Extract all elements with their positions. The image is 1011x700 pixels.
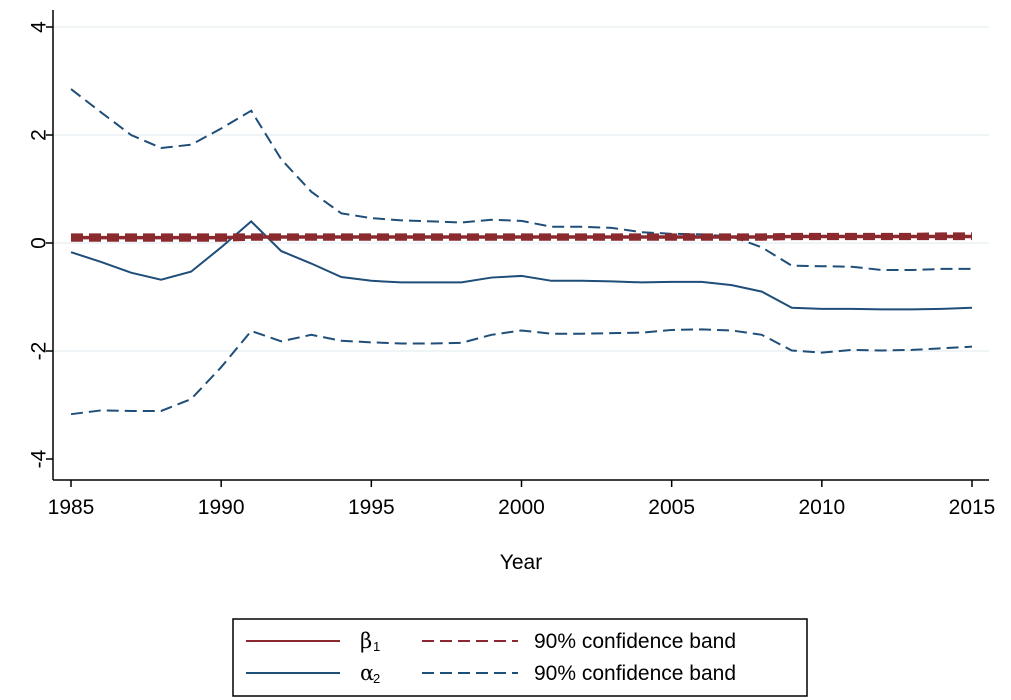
legend-box — [232, 618, 808, 697]
alpha-band-lower-line — [70, 328, 973, 416]
legend-label: α — [360, 661, 374, 685]
y-tick-label-0: -4 — [28, 449, 51, 468]
axes — [46, 10, 989, 487]
x-tick-label-0: 1985 — [48, 496, 95, 519]
gridlines — [53, 26, 989, 352]
x-tick-label-6: 2015 — [949, 496, 996, 519]
legend-label: 90% confidence band — [534, 630, 736, 653]
beta-band-lower-line — [71, 237, 972, 242]
y-tick-label-3: 2 — [28, 129, 51, 141]
series-layer — [70, 88, 973, 416]
legend-label-subscript: 2 — [373, 671, 380, 686]
legend-label: β — [360, 629, 372, 653]
x-tick-label-1: 1990 — [198, 496, 245, 519]
beta-band-upper-line — [71, 232, 972, 237]
y-tick-label-2: 0 — [28, 237, 51, 249]
legend-label: 90% confidence band — [534, 662, 736, 685]
x-tick-label-3: 2000 — [498, 496, 545, 519]
alpha-series-line — [70, 220, 973, 311]
legend-item-alpha-band: 90% confidence band — [422, 662, 736, 685]
x-axis-title: Year — [500, 551, 542, 574]
legend: β 1 90% confidence band α2 90% confidence ba… — [232, 618, 808, 697]
x-tick-label-4: 2005 — [648, 496, 695, 519]
alpha-band-upper-line — [70, 88, 972, 271]
x-tick-label-2: 1995 — [348, 496, 395, 519]
legend-item-alpha: α2 — [246, 661, 380, 686]
legend-label-subscript: 1 — [373, 639, 380, 654]
legend-item-beta-band: 90% confidence band — [422, 630, 736, 653]
tick-labels: -4 -2 0 2 4 1985 1990 1995 2000 2005 2010 2015 — [28, 21, 996, 519]
y-tick-label-4: 4 — [28, 21, 51, 33]
beta-series-line — [71, 234, 972, 240]
x-tick-label-5: 2010 — [798, 496, 845, 519]
y-tick-label-1: -2 — [28, 342, 51, 361]
